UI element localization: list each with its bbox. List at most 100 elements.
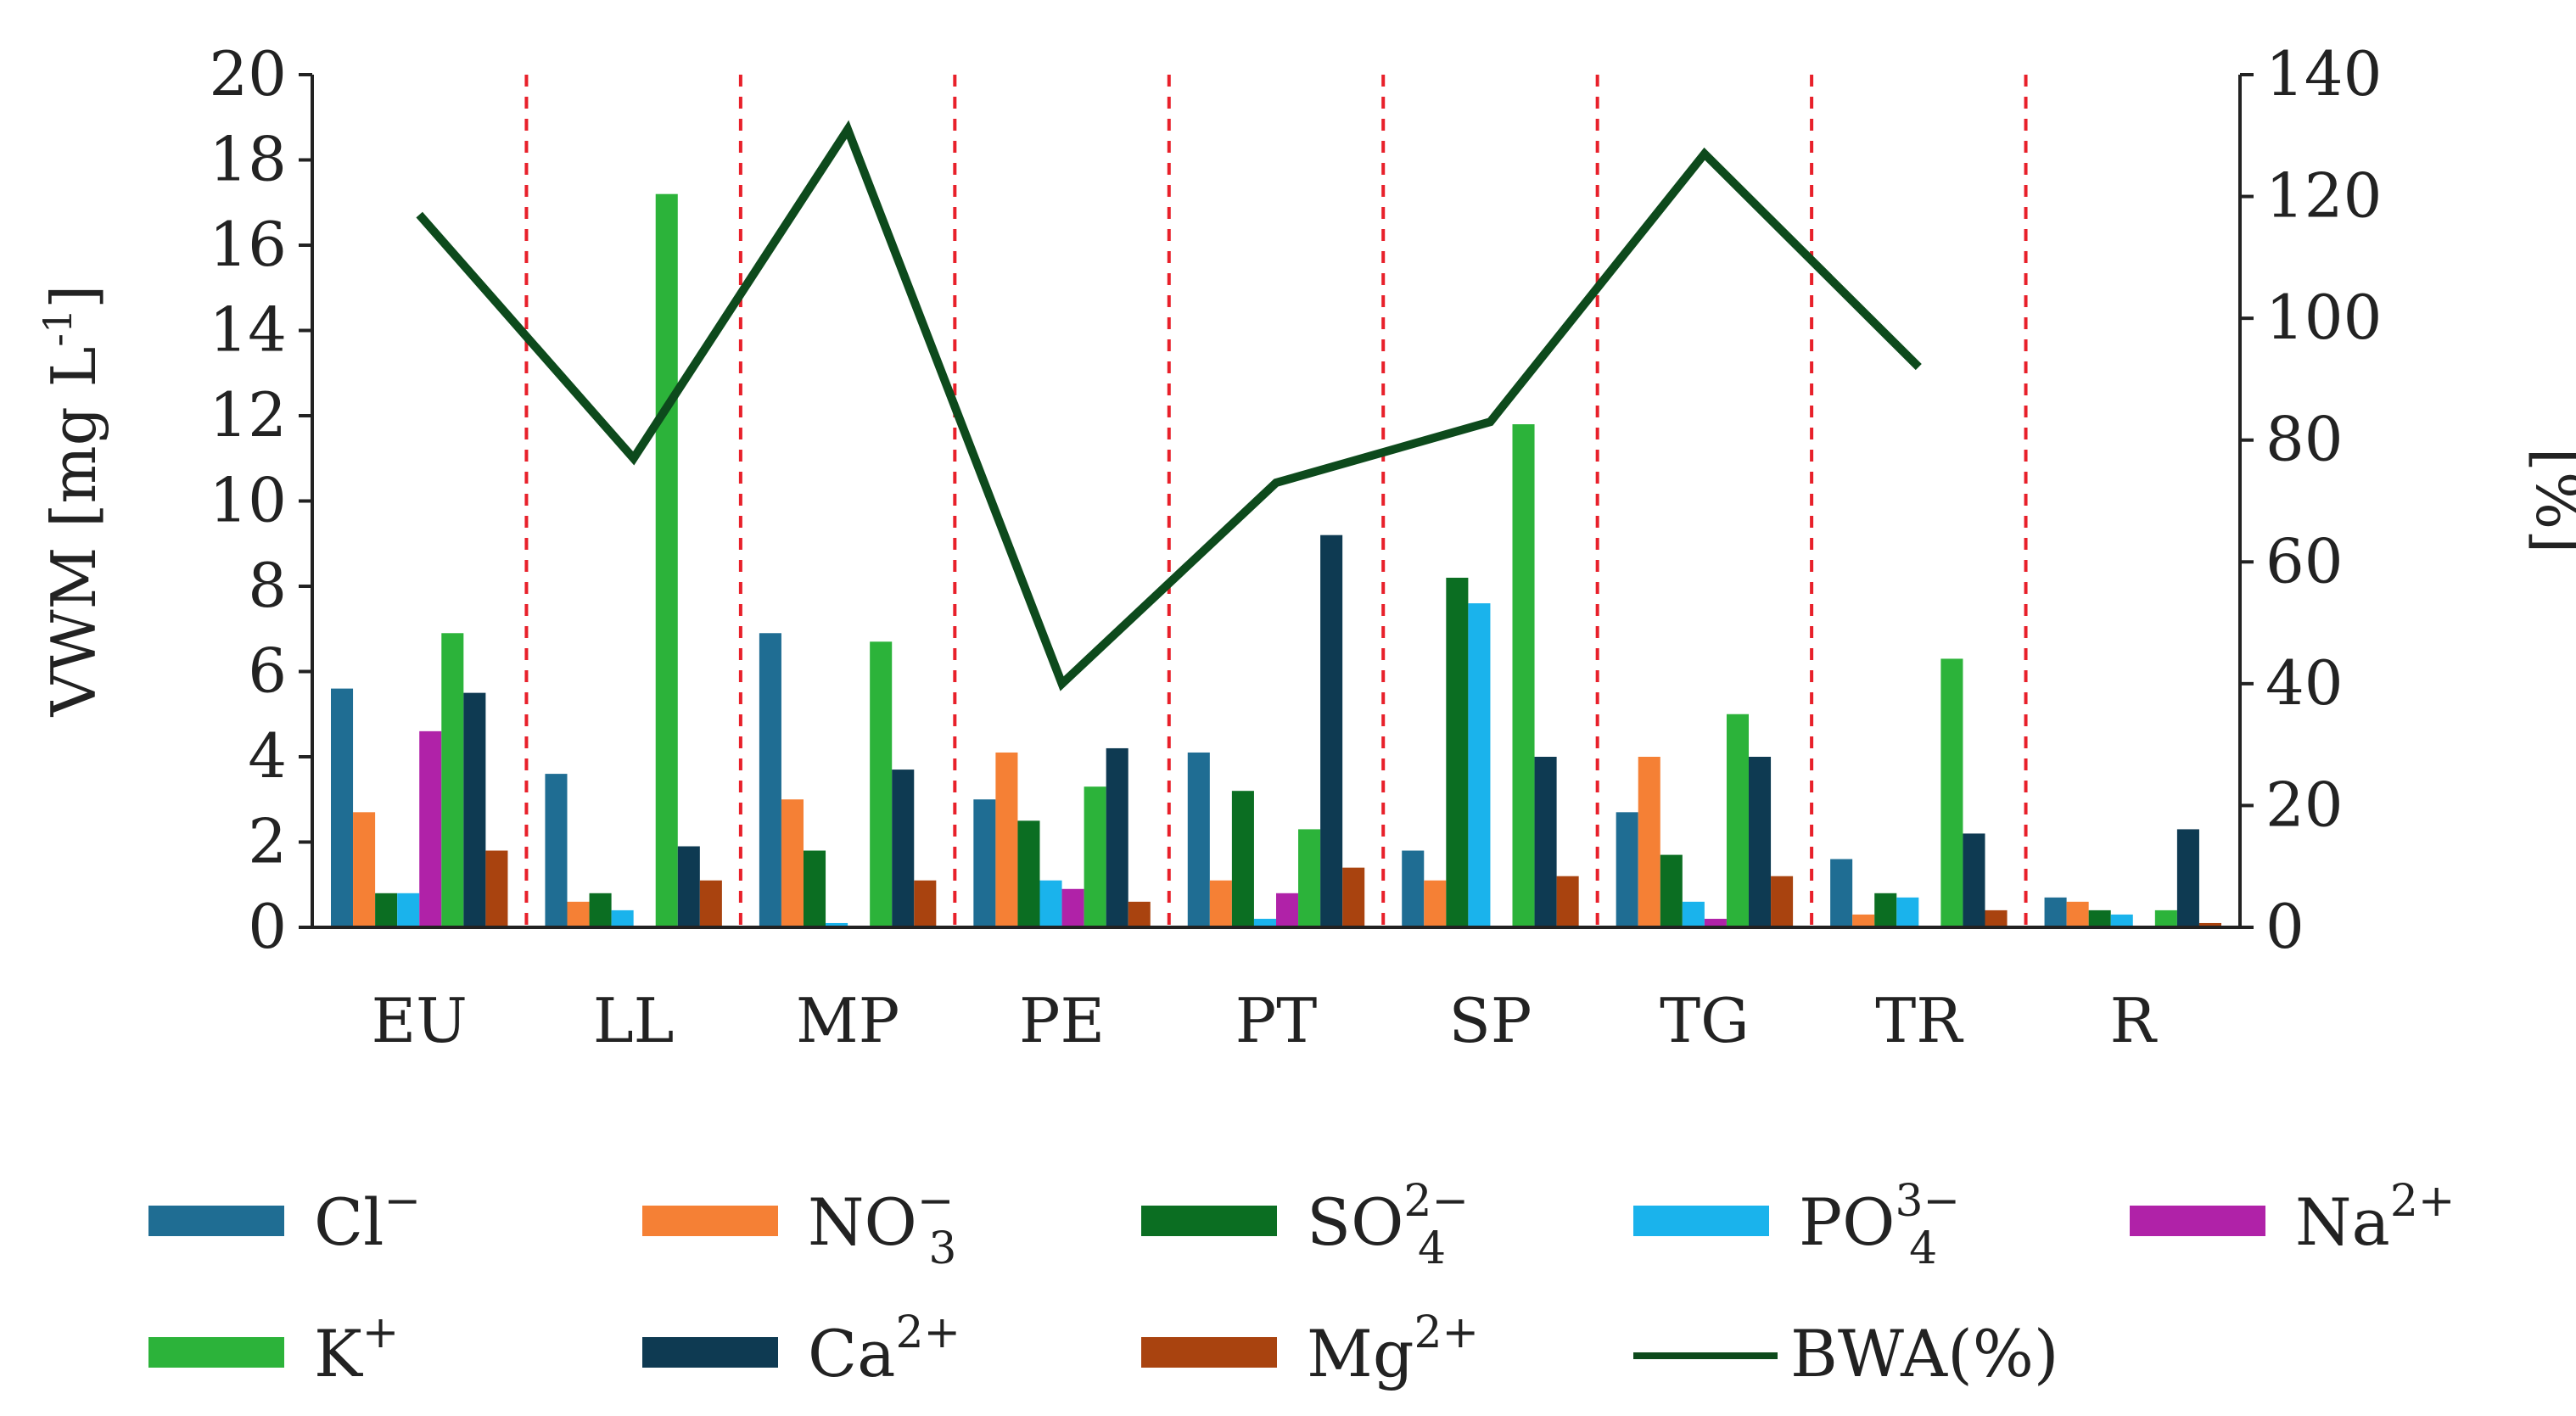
bar-no-ll	[567, 901, 590, 927]
category-label: LL	[593, 985, 675, 1056]
y-tick-label: 2	[248, 806, 287, 877]
bar-mg-tg	[1771, 876, 1794, 927]
bars-layer	[331, 193, 2221, 927]
category-label: MP	[796, 985, 899, 1056]
bar-cl-eu	[331, 688, 354, 927]
bar-no-sp	[1424, 880, 1447, 927]
y2-tick-label: 80	[2265, 404, 2344, 475]
legend-swatch-so	[1141, 1206, 1277, 1236]
y-tick-label: 14	[209, 294, 287, 366]
bar-po-ll	[611, 909, 634, 927]
legend-label: SO2− 4	[1307, 1176, 1469, 1274]
bar-ca-pe	[1106, 747, 1128, 927]
bar-mg-r	[2198, 922, 2221, 927]
bar-po-pe	[1039, 880, 1062, 927]
bar-k-ll	[655, 193, 678, 927]
bar-mg-eu	[485, 850, 508, 927]
bar-po-pt	[1253, 918, 1276, 927]
legend-swatch-mg	[1141, 1337, 1277, 1368]
y2-tick-label: 120	[2265, 160, 2382, 232]
bar-so-tg	[1660, 854, 1683, 927]
bar-no-eu	[353, 812, 376, 927]
y2-tick-label: 40	[2265, 647, 2344, 719]
bar-po-mp	[826, 922, 848, 927]
bar-so-pt	[1231, 791, 1254, 927]
bar-so-r	[2088, 909, 2111, 927]
bar-cl-sp	[1402, 850, 1425, 927]
bar-k-tg	[1726, 714, 1749, 927]
category-label: TR	[1875, 985, 1963, 1056]
legend-swatch-na	[2130, 1206, 2265, 1236]
bar-ca-tg	[1749, 757, 1772, 927]
y-tick-label: 20	[209, 38, 287, 109]
y-tick-label: 12	[209, 379, 287, 451]
bar-so-ll	[589, 893, 612, 927]
bar-na-tg	[1704, 918, 1727, 927]
y2-tick-label: 100	[2265, 282, 2382, 353]
bar-ca-pt	[1320, 534, 1343, 927]
bar-ca-eu	[463, 692, 486, 927]
bar-ca-r	[2176, 829, 2199, 927]
bar-na-pe	[1061, 888, 1084, 927]
y2-tick-label: 140	[2265, 38, 2382, 109]
category-label: EU	[372, 985, 468, 1056]
y2-tick-label: 0	[2265, 891, 2304, 962]
bar-ca-mp	[892, 770, 915, 927]
axes-layer: 0 2 4 6 8 10 12 14 16 18 20 0 20 40 60 80 100 120 140 EU LL M…	[35, 38, 2576, 1056]
y-tick-label: 0	[248, 891, 287, 962]
legend-swatch-po	[1633, 1206, 1769, 1236]
legend-swatch-cl	[148, 1206, 284, 1236]
bar-no-tr	[1852, 914, 1875, 927]
bar-cl-mp	[759, 633, 781, 927]
legend-label: Ca2+	[808, 1307, 960, 1391]
bar-ca-sp	[1534, 757, 1557, 927]
separator-layer	[524, 75, 2028, 927]
bar-ca-tr	[1963, 833, 1985, 927]
bar-cl-tr	[1830, 859, 1853, 927]
y2-tick-label: 60	[2265, 525, 2344, 596]
bar-cl-tg	[1616, 812, 1638, 927]
y-tick-label: 16	[209, 209, 287, 280]
bwa-line	[416, 120, 1922, 691]
bar-mg-tr	[1985, 909, 2008, 927]
bar-mg-ll	[699, 880, 722, 927]
category-label: R	[2110, 985, 2158, 1056]
category-label: PE	[1019, 985, 1105, 1056]
legend-label: Cl−	[314, 1176, 421, 1260]
y-axis-label: VWM [mg L-1]	[35, 285, 109, 718]
bar-k-pt	[1298, 829, 1321, 927]
bar-mg-sp	[1556, 876, 1579, 927]
bar-na-eu	[419, 730, 442, 927]
bar-mg-pe	[1128, 901, 1151, 927]
bar-k-tr	[1940, 658, 1963, 927]
y-tick-label: 4	[248, 720, 287, 792]
bar-k-r	[2154, 909, 2177, 927]
category-label: TG	[1660, 985, 1750, 1056]
y-tick-label: 6	[248, 635, 287, 707]
bar-k-eu	[441, 633, 464, 927]
bar-po-tr	[1896, 897, 1919, 927]
legend-label: K+	[314, 1307, 399, 1391]
bar-ca-ll	[677, 846, 700, 927]
bar-so-pe	[1017, 820, 1040, 927]
bar-no-mp	[781, 799, 804, 927]
legend-label: BWA(%)	[1790, 1316, 2059, 1391]
bar-mg-mp	[914, 880, 937, 927]
y-tick-label: 18	[209, 124, 287, 195]
bar-cl-r	[2044, 897, 2067, 927]
bar-so-tr	[1874, 893, 1897, 927]
line-layer	[416, 120, 1922, 691]
legend-label: Mg2+	[1307, 1307, 1479, 1391]
bar-po-sp	[1468, 603, 1491, 927]
bar-so-eu	[375, 893, 398, 927]
bar-mg-pt	[1342, 867, 1365, 927]
y-tick-label: 10	[209, 465, 287, 536]
category-label: SP	[1449, 985, 1532, 1056]
category-label: PT	[1235, 985, 1317, 1056]
legend-label: Na2+	[2295, 1176, 2455, 1260]
bar-po-r	[2110, 914, 2133, 927]
bar-so-sp	[1446, 577, 1469, 927]
y2-axis-label: [%]	[2523, 448, 2576, 554]
bar-k-mp	[870, 641, 893, 927]
